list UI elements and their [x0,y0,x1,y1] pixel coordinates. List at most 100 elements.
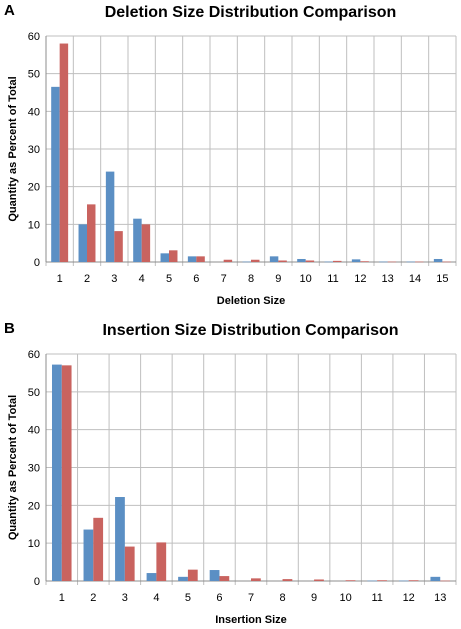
panel-label: A [4,2,15,19]
x-tick-label: 12 [354,273,366,285]
bar-series-2-size-1 [59,43,69,263]
bar-series-2-size-11 [377,580,387,581]
x-axis-title: Insertion Size [215,614,287,626]
y-tick-label: 50 [28,69,40,81]
y-tick-label: 0 [34,576,40,588]
bar-series-2-size-5 [169,250,178,262]
bar-series-1-size-4 [133,218,142,262]
x-tick-label: 1 [57,273,63,285]
x-tick-label: 1 [59,592,65,604]
bar-series-2-size-3 [124,546,135,581]
bar-series-2-size-4 [141,224,151,262]
bar-series-2-size-12 [360,261,369,262]
chart-title: Deletion Size Distribution Comparison [104,4,397,21]
bar-series-1-size-10 [297,258,306,262]
y-tick-label: 30 [28,144,40,156]
x-axis-title: Deletion Size [217,295,285,307]
x-tick-label: 6 [216,592,222,604]
bar-series-2-size-7 [223,259,233,262]
x-tick-label: 2 [90,592,96,604]
bar-series-2-size-10 [305,260,315,262]
bar-series-1-size-13 [379,261,388,263]
x-tick-label: 10 [339,592,351,604]
x-tick-label: 12 [403,592,415,604]
bar-series-1-size-8 [242,261,251,263]
x-tick-label: 5 [185,592,191,604]
y-axis-title: Quantity as Percent of Total [7,76,19,221]
bar-series-1-size-2 [78,224,87,262]
bar-series-2-size-9 [314,579,324,581]
bar-series-1-size-6 [209,570,220,581]
bar-series-1-size-9 [269,256,279,262]
bar-series-1-size-2 [83,529,94,581]
x-tick-label: 3 [111,273,117,285]
x-tick-label: 11 [371,592,382,604]
x-tick-label: 13 [434,592,446,604]
bar-series-2-size-1 [61,365,72,581]
x-tick-label: 15 [436,273,448,285]
y-tick-label: 10 [28,219,40,231]
x-tick-label: 10 [300,273,312,285]
bar-series-2-size-8 [251,259,260,262]
y-tick-label: 60 [28,349,40,361]
y-tick-label: 40 [28,425,40,437]
x-tick-label: 4 [153,592,159,604]
x-tick-label: 13 [382,273,394,285]
x-tick-label: 5 [166,273,172,285]
chart-panel-deletion: A Deletion Size Distribution Comparison … [0,0,461,314]
y-tick-label: 0 [34,257,40,269]
bar-series-1-size-13 [430,576,441,581]
x-tick-label: 9 [275,273,281,285]
x-tick-label: 7 [248,592,254,604]
chart-title: Insertion Size Distribution Comparison [102,322,399,339]
bar-series-2-size-7 [251,578,261,581]
bar-series-1-size-3 [115,497,125,581]
bar-series-1-size-4 [146,573,157,581]
bar-series-2-size-13 [440,580,451,582]
bar-series-2-size-13 [387,261,397,263]
bar-series-1-size-6 [187,256,197,262]
bar-series-2-size-10 [345,580,356,581]
panel-label: B [4,320,15,337]
x-tick-label: 8 [279,592,285,604]
chart-panel-insertion: B Insertion Size Distribution Comparison… [0,318,461,629]
bar-series-1-size-14 [406,261,415,263]
bar-series-1-size-15 [433,258,443,262]
y-tick-label: 60 [28,31,40,43]
bar-series-2-size-9 [278,260,287,262]
x-tick-label: 11 [327,273,338,285]
bar-series-2-size-3 [114,231,123,262]
y-tick-label: 20 [28,500,40,512]
x-tick-label: 8 [248,273,254,285]
y-tick-label: 20 [28,182,40,194]
x-tick-label: 2 [84,273,90,285]
y-tick-label: 40 [28,106,40,118]
bar-series-1-size-5 [178,576,188,581]
bar-series-1-size-3 [105,171,115,262]
bar-series-2-size-5 [187,569,198,581]
bar-series-1-size-11 [367,580,378,582]
bar-series-2-size-6 [219,576,230,581]
bar-series-2-size-11 [333,260,342,262]
bar-series-1-size-12 [351,259,361,262]
y-tick-label: 30 [28,463,40,475]
bar-series-1-size-5 [160,253,169,262]
x-tick-label: 3 [122,592,128,604]
bar-series-2-size-14 [415,261,424,263]
x-tick-label: 4 [139,273,145,285]
x-tick-label: 14 [409,273,421,285]
bar-series-2-size-8 [282,579,293,581]
y-axis-title: Quantity as Percent of Total [7,395,19,540]
x-tick-label: 7 [221,273,227,285]
bar-series-1-size-12 [398,580,409,582]
x-tick-label: 9 [311,592,317,604]
bar-series-2-size-12 [408,580,419,581]
bar-series-2-size-2 [87,204,96,262]
y-tick-label: 50 [28,387,40,399]
y-tick-label: 10 [28,538,40,550]
bar-series-2-size-15 [442,261,451,263]
bar-series-1-size-11 [324,261,333,263]
bar-series-1-size-1 [51,86,60,262]
